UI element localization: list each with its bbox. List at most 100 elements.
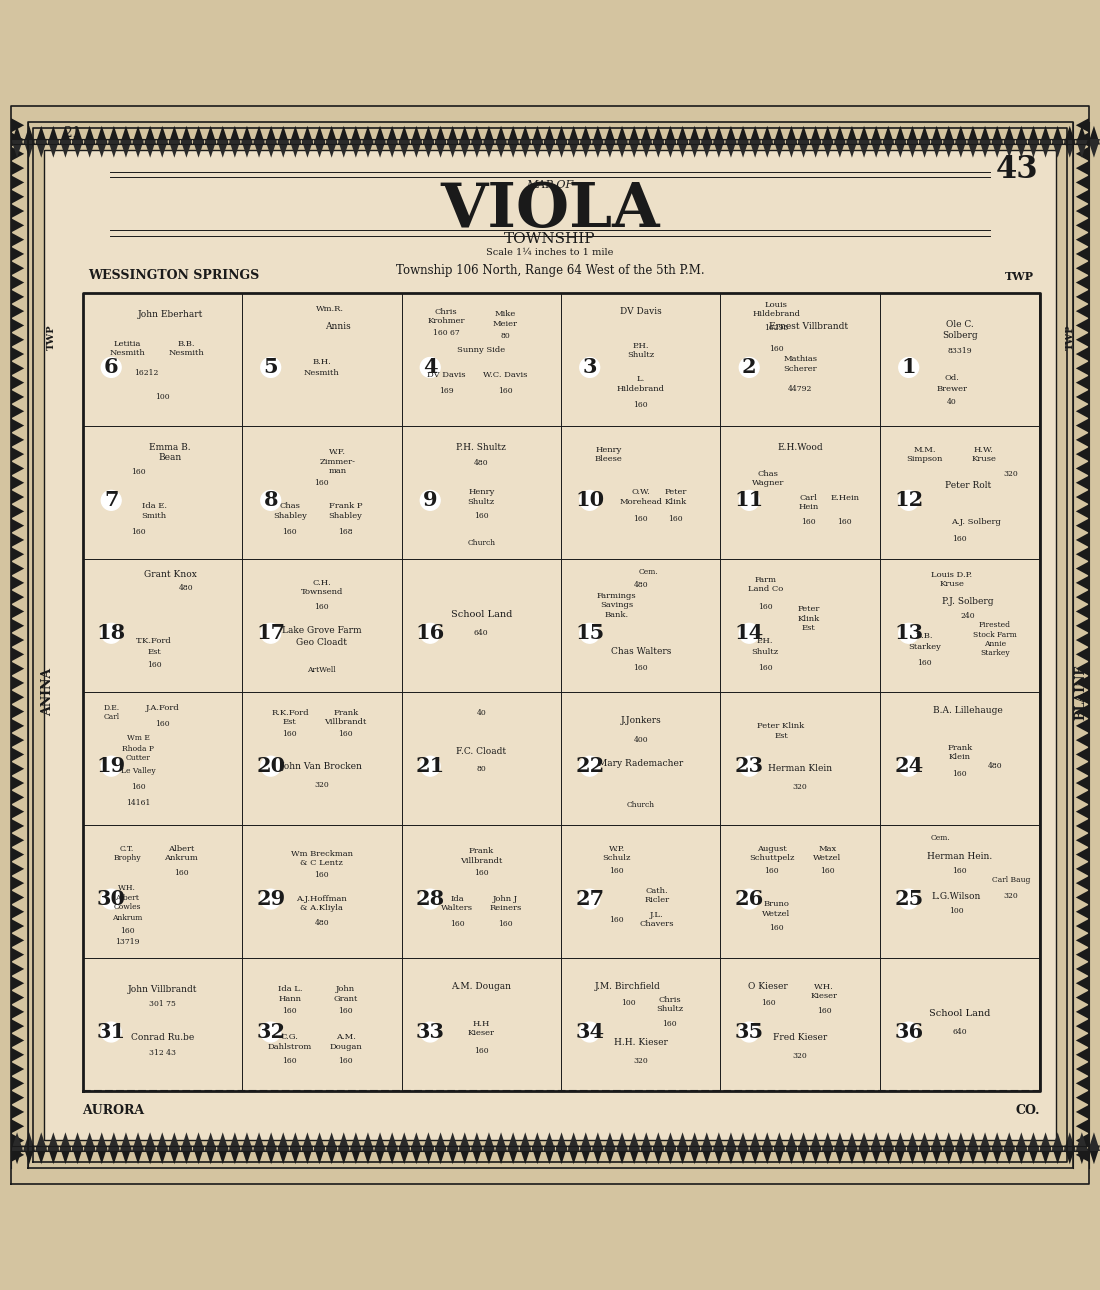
- Polygon shape: [434, 139, 447, 157]
- Polygon shape: [156, 126, 168, 144]
- Polygon shape: [846, 126, 858, 144]
- Polygon shape: [943, 1146, 955, 1164]
- Text: Schuttpelz: Schuttpelz: [749, 854, 794, 862]
- Polygon shape: [217, 1133, 229, 1151]
- Text: Ricler: Ricler: [645, 897, 669, 904]
- Polygon shape: [156, 1133, 168, 1151]
- Text: B.B.: B.B.: [177, 339, 195, 347]
- Text: ArtWell: ArtWell: [307, 667, 337, 675]
- Polygon shape: [967, 1146, 979, 1164]
- Circle shape: [739, 1022, 759, 1042]
- Polygon shape: [156, 1146, 168, 1164]
- Text: 480: 480: [988, 762, 1002, 770]
- Polygon shape: [543, 1133, 556, 1151]
- Text: 480: 480: [634, 582, 648, 590]
- Polygon shape: [265, 139, 277, 157]
- Polygon shape: [96, 126, 108, 144]
- Text: Chas: Chas: [279, 502, 300, 510]
- Polygon shape: [398, 1146, 410, 1164]
- Polygon shape: [1003, 1133, 1015, 1151]
- Text: Grant Knox: Grant Knox: [144, 570, 197, 579]
- Polygon shape: [1076, 147, 1089, 161]
- Circle shape: [101, 756, 121, 777]
- Text: Hildebrand: Hildebrand: [617, 384, 664, 392]
- Polygon shape: [604, 1146, 616, 1164]
- Text: 160: 160: [817, 1006, 832, 1015]
- Text: 31: 31: [97, 1022, 125, 1042]
- Text: DV Davis: DV Davis: [620, 307, 661, 316]
- Polygon shape: [894, 139, 906, 157]
- Polygon shape: [11, 119, 24, 133]
- Polygon shape: [616, 1133, 628, 1151]
- Circle shape: [739, 756, 759, 777]
- Polygon shape: [628, 1146, 640, 1164]
- Polygon shape: [810, 1146, 822, 1164]
- Text: 160: 160: [758, 602, 772, 610]
- Text: School Land: School Land: [451, 610, 512, 619]
- Text: 30: 30: [97, 889, 125, 909]
- Text: DV Davis: DV Davis: [427, 372, 465, 379]
- Text: Fred Kieser: Fred Kieser: [773, 1033, 827, 1042]
- Text: 160: 160: [131, 783, 145, 792]
- Polygon shape: [11, 962, 24, 977]
- Polygon shape: [289, 126, 301, 144]
- Polygon shape: [410, 139, 422, 157]
- Polygon shape: [1076, 218, 1089, 232]
- Polygon shape: [11, 175, 24, 190]
- Polygon shape: [11, 126, 23, 144]
- Polygon shape: [943, 139, 955, 157]
- Circle shape: [580, 889, 600, 909]
- Polygon shape: [11, 261, 24, 275]
- Polygon shape: [592, 1133, 604, 1151]
- Polygon shape: [205, 1146, 217, 1164]
- Polygon shape: [725, 1146, 737, 1164]
- Text: 160: 160: [450, 920, 464, 929]
- Polygon shape: [1076, 533, 1089, 547]
- Text: 15: 15: [575, 623, 604, 644]
- Polygon shape: [11, 633, 24, 648]
- Text: R.K.Ford: R.K.Ford: [271, 710, 309, 717]
- Polygon shape: [1064, 139, 1076, 157]
- Text: Farmings: Farmings: [597, 592, 637, 600]
- Polygon shape: [144, 1133, 156, 1151]
- Text: W.F.: W.F.: [329, 449, 346, 457]
- Polygon shape: [289, 1146, 301, 1164]
- Polygon shape: [906, 139, 918, 157]
- Text: Frank P: Frank P: [329, 502, 362, 510]
- Polygon shape: [1076, 190, 1089, 204]
- Polygon shape: [11, 690, 24, 704]
- Polygon shape: [1076, 175, 1089, 190]
- Polygon shape: [132, 1146, 144, 1164]
- Polygon shape: [1064, 1133, 1076, 1151]
- Circle shape: [101, 889, 121, 909]
- Polygon shape: [229, 126, 241, 144]
- Text: Hann: Hann: [278, 995, 301, 1002]
- Polygon shape: [144, 139, 156, 157]
- Text: Townsend: Townsend: [300, 588, 343, 596]
- Polygon shape: [713, 126, 725, 144]
- Polygon shape: [253, 1133, 265, 1151]
- Polygon shape: [374, 126, 386, 144]
- Polygon shape: [1027, 1133, 1040, 1151]
- Polygon shape: [434, 126, 447, 144]
- Polygon shape: [471, 1133, 483, 1151]
- Polygon shape: [483, 139, 495, 157]
- Text: 17: 17: [256, 623, 285, 644]
- Polygon shape: [1076, 719, 1089, 733]
- Polygon shape: [1076, 662, 1089, 676]
- Text: 160: 160: [131, 468, 145, 476]
- Polygon shape: [72, 1146, 84, 1164]
- Text: 100: 100: [949, 907, 964, 915]
- Polygon shape: [834, 139, 846, 157]
- Polygon shape: [882, 139, 894, 157]
- Polygon shape: [1076, 604, 1089, 619]
- Polygon shape: [11, 139, 23, 157]
- Text: 25: 25: [894, 889, 923, 909]
- Polygon shape: [362, 139, 374, 157]
- Polygon shape: [1027, 1146, 1040, 1164]
- Polygon shape: [35, 126, 47, 144]
- Polygon shape: [59, 1146, 72, 1164]
- Polygon shape: [689, 1146, 701, 1164]
- Text: Scale 1¼ inches to 1 mile: Scale 1¼ inches to 1 mile: [486, 248, 614, 257]
- Polygon shape: [11, 719, 24, 733]
